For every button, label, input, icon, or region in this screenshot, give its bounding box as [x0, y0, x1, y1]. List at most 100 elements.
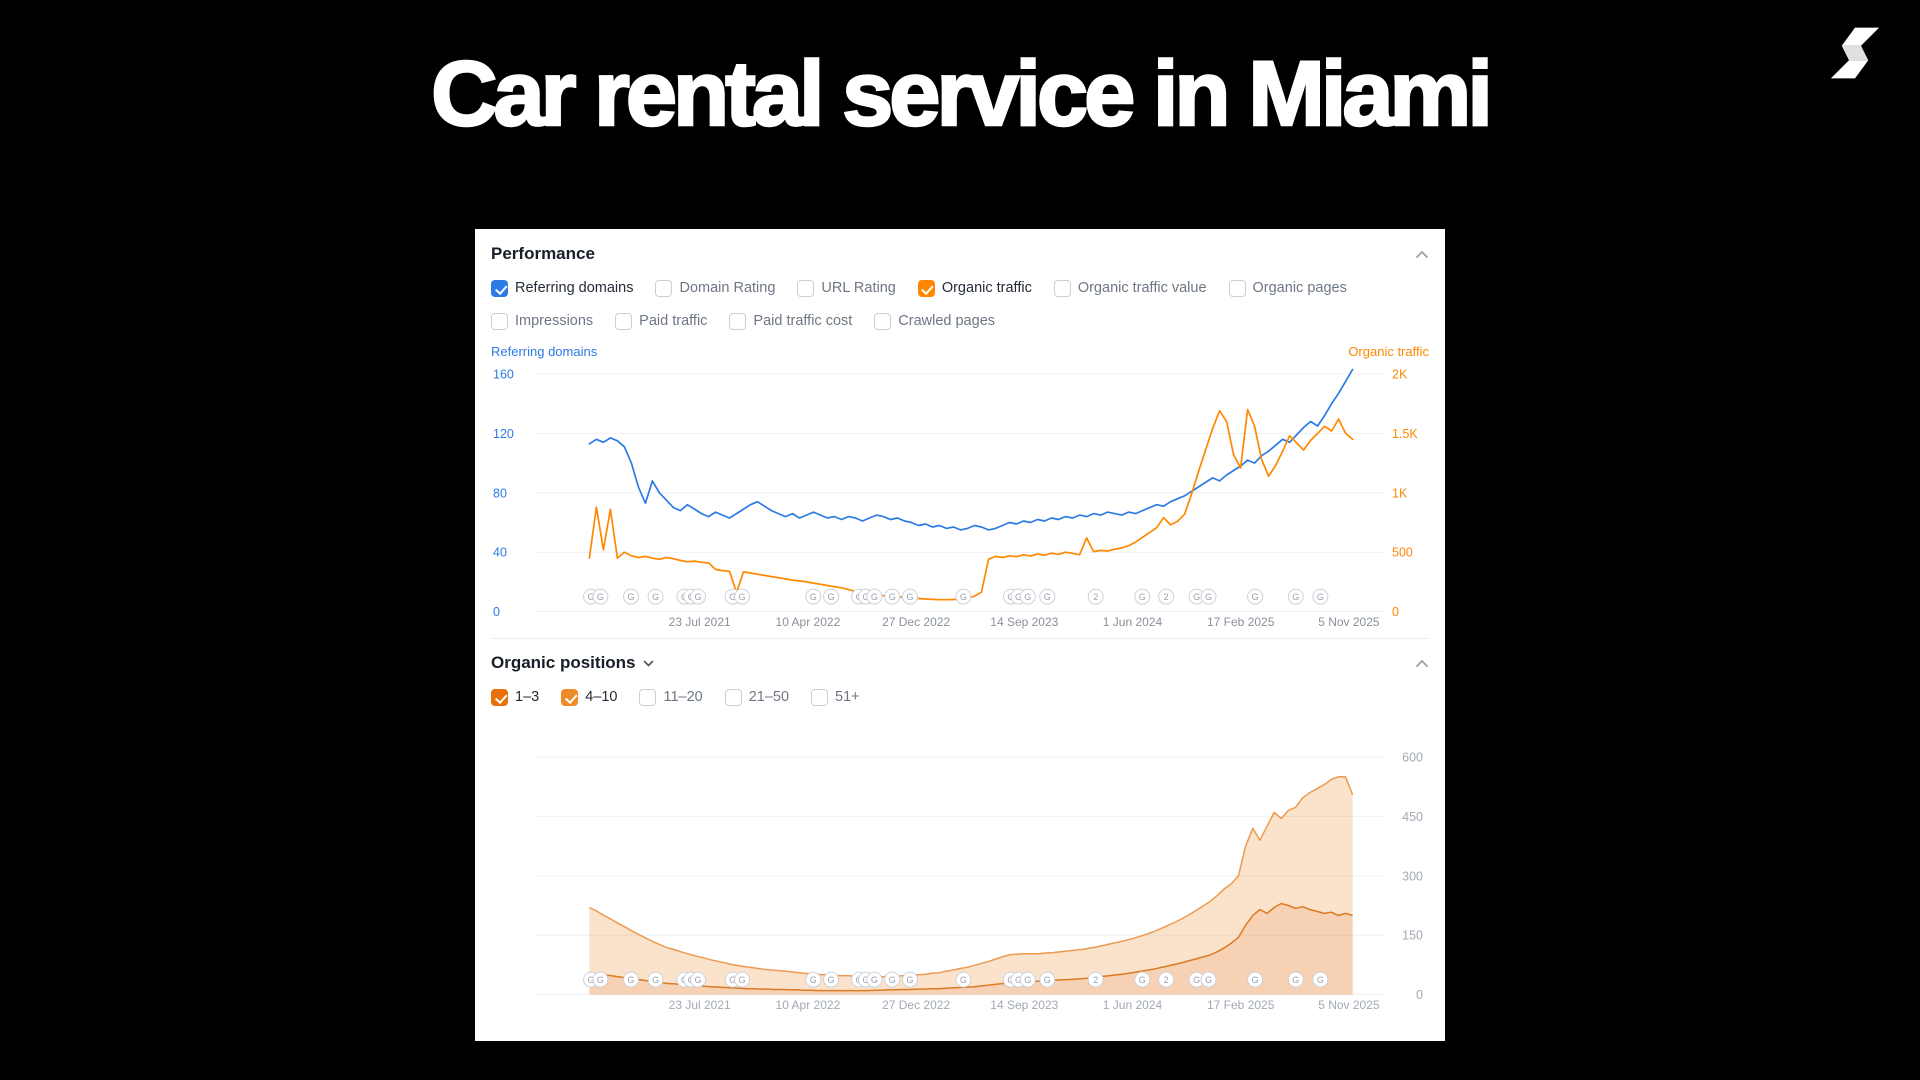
metric-checkbox[interactable]: [917, 279, 935, 297]
svg-text:G: G: [810, 975, 817, 985]
performance-collapse-chevron-icon[interactable]: [1415, 250, 1429, 259]
svg-text:G: G: [1205, 975, 1212, 985]
metric-checkbox-item[interactable]: Organic pages: [1228, 279, 1347, 297]
position-filter-label: 4–10: [585, 689, 618, 705]
metric-checkbox-item[interactable]: Crawled pages: [874, 312, 995, 330]
svg-text:23 Jul 2021: 23 Jul 2021: [669, 615, 731, 629]
svg-text:G: G: [739, 975, 746, 985]
svg-text:300: 300: [1402, 869, 1423, 883]
metric-checkbox[interactable]: [1053, 279, 1071, 297]
svg-text:1 Jun 2024: 1 Jun 2024: [1103, 615, 1163, 629]
organic-positions-chart: 0 150 300 450 600 23 Jul 2021 10 Apr 2022 27 De…: [536, 751, 1423, 1012]
svg-text:14 Sep 2023: 14 Sep 2023: [990, 615, 1058, 629]
svg-text:23 Jul 2021: 23 Jul 2021: [669, 998, 731, 1012]
svg-text:0: 0: [1392, 605, 1399, 619]
metric-checkbox-label: Domain Rating: [679, 280, 776, 296]
svg-text:G: G: [871, 592, 878, 602]
position-filter-checkbox[interactable]: [491, 688, 508, 706]
positions-dropdown-chevron-icon[interactable]: [643, 660, 654, 667]
svg-text:2: 2: [1093, 975, 1098, 985]
metric-checkbox-item[interactable]: Organic traffic: [917, 279, 1032, 297]
svg-text:G: G: [1024, 975, 1031, 985]
svg-text:G: G: [729, 592, 736, 602]
position-filter-checkbox[interactable]: [811, 688, 829, 706]
svg-text:160: 160: [493, 368, 514, 382]
svg-text:G: G: [889, 592, 896, 602]
position-filter-checkbox[interactable]: [561, 688, 579, 706]
svg-text:G: G: [694, 592, 701, 602]
performance-title: Performance: [491, 244, 595, 263]
svg-text:G: G: [1292, 592, 1299, 602]
svg-text:G: G: [1044, 592, 1051, 602]
metric-checkbox-item[interactable]: URL Rating: [797, 279, 896, 297]
svg-text:10 Apr 2022: 10 Apr 2022: [776, 615, 841, 629]
svg-text:G: G: [1205, 592, 1212, 602]
svg-text:G: G: [906, 975, 913, 985]
svg-text:G: G: [828, 975, 835, 985]
svg-text:2: 2: [1164, 975, 1169, 985]
svg-text:G: G: [1139, 975, 1146, 985]
metric-checkbox-label: Impressions: [515, 313, 594, 329]
position-filter-item[interactable]: 4–10: [561, 688, 618, 706]
svg-text:27 Dec 2022: 27 Dec 2022: [882, 615, 950, 629]
position-filter-item[interactable]: 1–3: [491, 688, 540, 706]
performance-chart: 0 0 40 500 80 1K 120 1.5K 160 2K 23 Jul 2021 10 Apr…: [493, 368, 1418, 630]
svg-text:G: G: [588, 975, 595, 985]
svg-text:G: G: [739, 592, 746, 602]
svg-text:G: G: [1292, 975, 1299, 985]
metric-checkbox-item[interactable]: Impressions: [491, 312, 594, 330]
metric-checkbox[interactable]: [615, 312, 633, 330]
metric-checkbox[interactable]: [491, 312, 508, 330]
position-filter-item[interactable]: 51+: [811, 688, 860, 706]
svg-text:G: G: [1317, 975, 1324, 985]
metric-checkbox[interactable]: [729, 312, 747, 330]
position-filter-label: 11–20: [663, 689, 703, 705]
metric-checkbox-label: Paid traffic cost: [753, 313, 853, 329]
position-filter-label: 1–3: [515, 689, 540, 705]
svg-text:G: G: [597, 975, 604, 985]
metric-checkbox-item[interactable]: Referring domains: [491, 279, 633, 297]
position-filter-checkbox[interactable]: [639, 688, 657, 706]
position-filter-row: 1–3 4–10 11–20 21–50 51+: [491, 687, 1429, 707]
svg-text:80: 80: [493, 486, 507, 500]
svg-text:1 Jun 2024: 1 Jun 2024: [1103, 998, 1163, 1012]
svg-text:G: G: [1193, 975, 1200, 985]
metric-checkbox-label: Paid traffic: [639, 313, 708, 329]
metric-checkbox[interactable]: [1228, 279, 1246, 297]
position-filter-checkbox[interactable]: [724, 688, 742, 706]
metric-checkbox[interactable]: [655, 279, 673, 297]
svg-text:2: 2: [1093, 592, 1098, 602]
right-axis-title: Organic traffic: [1348, 344, 1429, 359]
svg-text:450: 450: [1402, 810, 1423, 824]
svg-text:2K: 2K: [1392, 368, 1408, 382]
svg-text:G: G: [627, 592, 634, 602]
metric-checkbox[interactable]: [491, 279, 508, 297]
left-axis-title: Referring domains: [491, 344, 598, 359]
svg-text:2: 2: [1164, 592, 1169, 602]
svg-text:G: G: [588, 592, 595, 602]
position-filter-item[interactable]: 21–50: [724, 688, 789, 706]
metric-checkbox-item[interactable]: Organic traffic value: [1053, 279, 1207, 297]
svg-text:G: G: [652, 592, 659, 602]
svg-text:500: 500: [1392, 546, 1413, 560]
metric-checkbox-item[interactable]: Paid traffic: [615, 312, 708, 330]
svg-text:G: G: [1015, 592, 1022, 602]
svg-text:0: 0: [1416, 988, 1423, 1002]
metric-checkbox-item[interactable]: Domain Rating: [655, 279, 776, 297]
positions-collapse-chevron-icon[interactable]: [1415, 659, 1429, 668]
svg-text:G: G: [862, 592, 869, 602]
svg-text:G: G: [906, 592, 913, 602]
metric-checkbox[interactable]: [874, 312, 892, 330]
svg-text:G: G: [889, 975, 896, 985]
svg-text:G: G: [729, 975, 736, 985]
svg-text:G: G: [871, 975, 878, 985]
svg-text:150: 150: [1402, 929, 1423, 943]
performance-metric-row-1: Referring domains Domain Rating URL Rati…: [491, 278, 1429, 298]
slide-title: Car rental service in Miami: [430, 42, 1494, 147]
svg-text:G: G: [960, 975, 967, 985]
position-filter-item[interactable]: 11–20: [639, 688, 703, 706]
metric-checkbox-item[interactable]: Paid traffic cost: [729, 312, 853, 330]
svg-text:40: 40: [493, 546, 507, 560]
performance-metric-row-2: Impressions Paid traffic Paid traffic co…: [491, 311, 1429, 331]
metric-checkbox[interactable]: [797, 279, 815, 297]
